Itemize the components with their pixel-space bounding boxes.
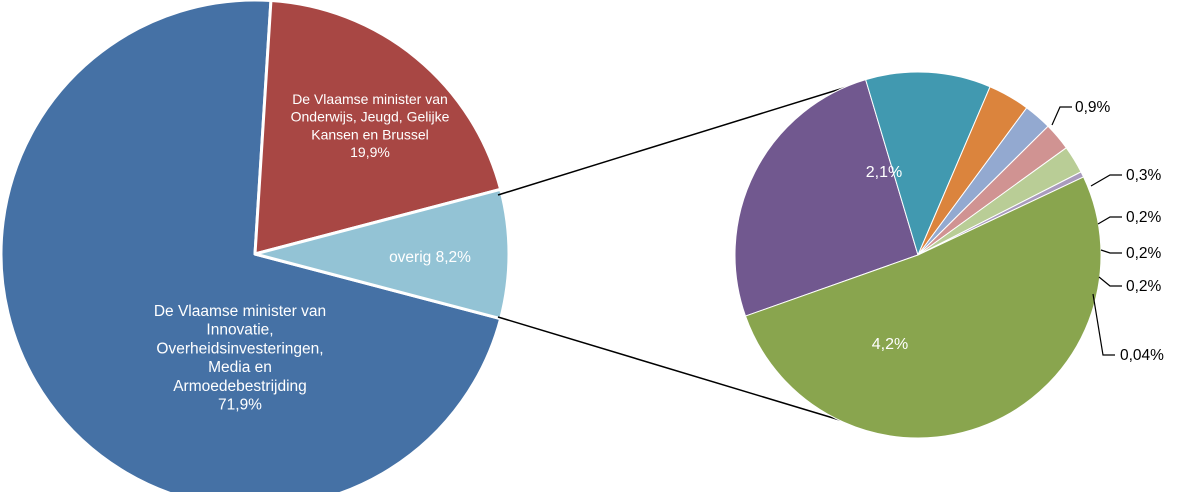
breakdown-pie: 2,1% 0,9% 0,3% 0,2% 0,2% 0,2% 0,04% 4,2% [734, 71, 1164, 439]
breakdown-label-2: 0,9% [1075, 99, 1111, 116]
leader-line-4 [1097, 216, 1122, 225]
connector-lines [497, 81, 864, 428]
main-slice-1 [0, 0, 503, 492]
breakdown-label-3: 0,3% [1126, 167, 1162, 184]
breakdown-label-1: 2,1% [866, 164, 902, 181]
main-slice-label: Armoedebestrijding [173, 378, 307, 395]
main-slice-2 [253, 0, 503, 256]
leader-line-5 [1100, 249, 1122, 254]
main-slice-label: Innovatie, [206, 322, 273, 339]
main-slice-label: Overheidsinvesteringen, [156, 340, 323, 357]
breakdown-slice-2 [865, 71, 991, 256]
breakdown-slice-8 [745, 176, 1102, 439]
main-slice-label: De Vlaamse minister van [154, 303, 326, 320]
main-slice-label: 19,9% [350, 144, 390, 160]
breakdown-label-6: 0,2% [1126, 278, 1162, 295]
leader-line-2 [1051, 106, 1072, 126]
main-slice-label: Media en [208, 359, 272, 376]
main-pie: De Vlaamse minister van Innovatie,Overhei… [0, 0, 511, 492]
main-slice-label: Kansen en Brussel [311, 126, 429, 142]
connector-line-top [497, 81, 864, 196]
main-slice-label: overig 8,2% [389, 249, 471, 266]
leader-line-6 [1098, 276, 1122, 287]
leader-line-7 [1092, 293, 1115, 356]
breakdown-label-8: 4,2% [872, 336, 908, 353]
leader-line-3 [1090, 174, 1122, 187]
breakdown-label-5: 0,2% [1126, 245, 1162, 262]
connector-line-bottom [497, 316, 864, 428]
breakdown-label-7: 0,04% [1120, 347, 1164, 364]
main-slice-label: Onderwijs, Jeugd, Gelijke [291, 109, 450, 125]
main-slice-label: De Vlaamse minister van [292, 91, 448, 107]
breakdown-label-4: 0,2% [1126, 209, 1162, 226]
breakdown-slice-1 [734, 79, 919, 317]
main-slice-label: 71,9% [218, 397, 262, 414]
